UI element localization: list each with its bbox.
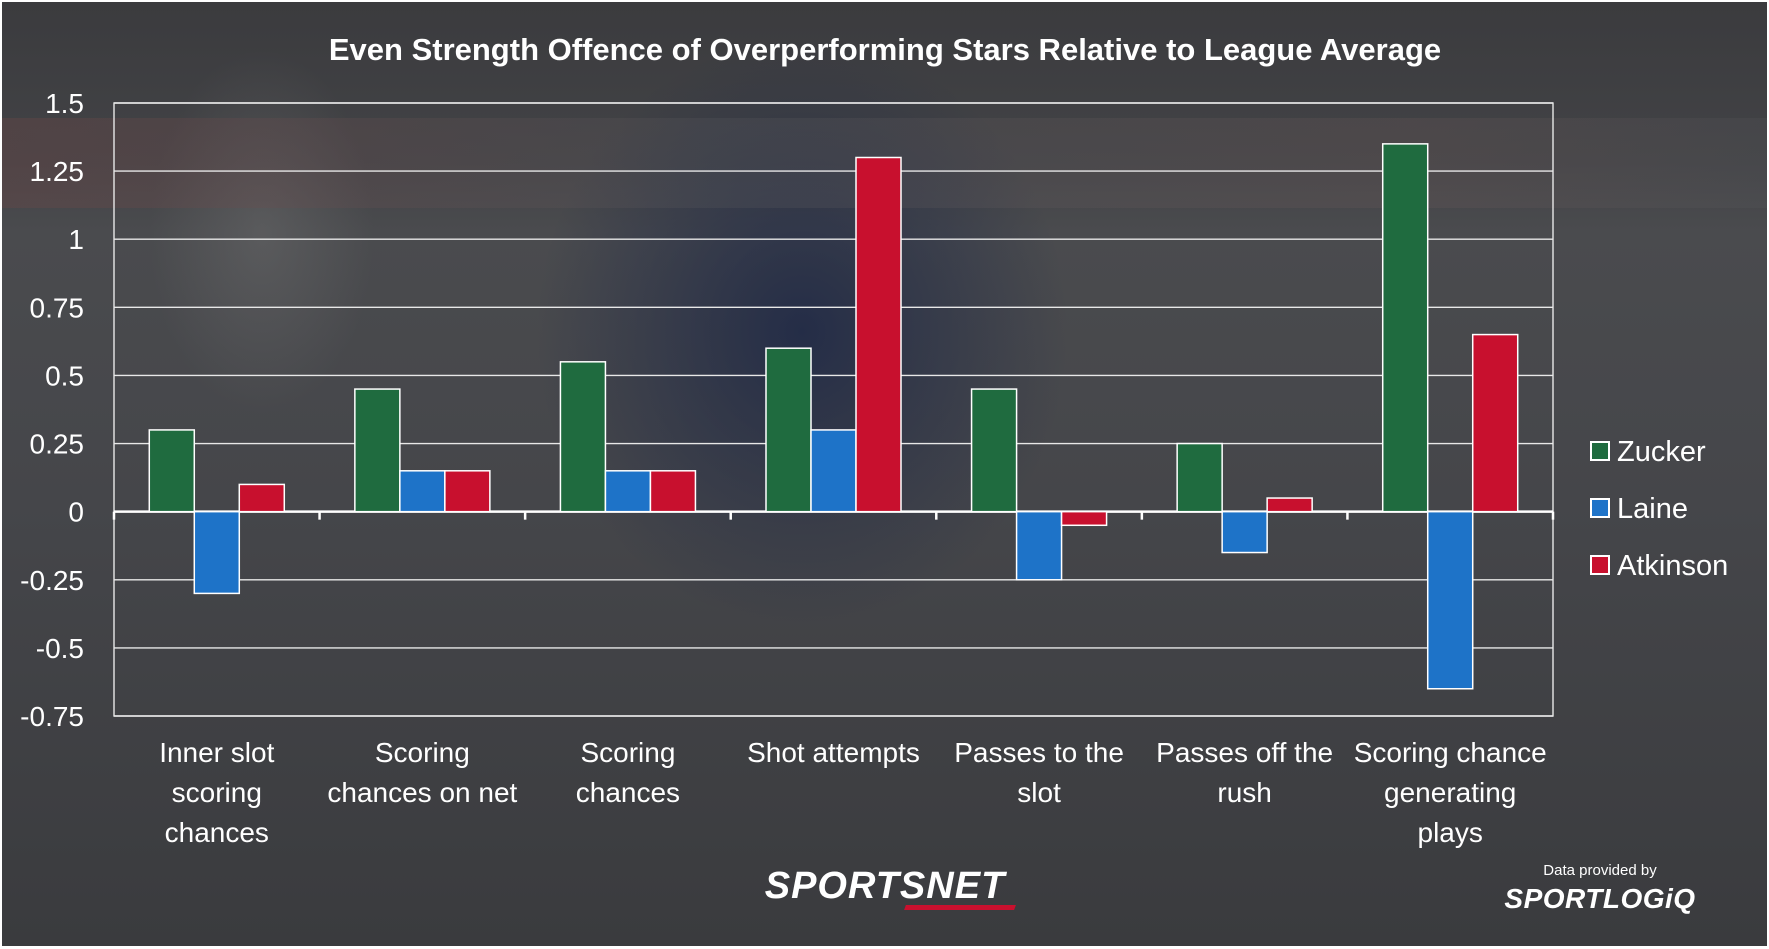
y-axis-tick-labels: -0.75 -0.5 -0.25 0 0.25 0.5 0.75 1 1.25 1.5 bbox=[20, 88, 84, 732]
bar-laine bbox=[1015, 510, 1063, 581]
gridlines bbox=[112, 102, 1555, 717]
bar-zucker bbox=[148, 429, 196, 513]
chart-title: Even Strength Offence of Overperforming … bbox=[329, 32, 1441, 67]
x-category-label: Inner slot scoring chances bbox=[159, 737, 274, 848]
plot-border bbox=[113, 102, 1554, 717]
sportsnet-logo-net: NET bbox=[926, 865, 1006, 907]
y-tick-label: 0.5 bbox=[45, 360, 84, 391]
x-category-label: Shot attempts bbox=[747, 737, 920, 768]
bar-laine bbox=[193, 510, 241, 595]
y-tick-label: 1 bbox=[68, 224, 84, 255]
x-category-label: Scoring chance generating plays bbox=[1354, 737, 1547, 848]
y-tick-label: 1.25 bbox=[30, 156, 85, 187]
x-category-label: Scoring chances bbox=[576, 737, 680, 808]
x-category-label: Scoring chances on net bbox=[327, 737, 517, 808]
bar-laine bbox=[1426, 510, 1474, 690]
bar-atkinson bbox=[1471, 333, 1519, 513]
bar-zucker bbox=[354, 388, 401, 513]
legend-label-zucker: Zucker bbox=[1617, 436, 1706, 468]
legend-label-atkinson: Atkinson bbox=[1617, 550, 1728, 582]
bar-atkinson bbox=[1060, 510, 1108, 527]
x-axis-category-labels: Inner slot scoring chances Scoring chances o… bbox=[159, 737, 1547, 848]
bar-atkinson bbox=[238, 483, 286, 513]
legend-swatch-laine bbox=[1590, 498, 1610, 518]
legend: Zucker Laine Atkinson bbox=[1590, 436, 1728, 582]
bar-zucker bbox=[1381, 143, 1429, 513]
bar-laine bbox=[399, 470, 446, 513]
y-tick-label: -0.25 bbox=[20, 565, 84, 596]
legend-swatch-zucker bbox=[1590, 441, 1610, 461]
legend-swatch-atkinson bbox=[1590, 555, 1610, 575]
bar-zucker bbox=[970, 388, 1018, 513]
sportsnet-logo-underline bbox=[904, 905, 1016, 910]
data-credit-caption: Data provided by bbox=[1543, 862, 1657, 879]
y-tick-label: 1.5 bbox=[45, 88, 84, 119]
y-tick-label: -0.5 bbox=[36, 633, 84, 664]
bar-laine bbox=[1221, 510, 1268, 554]
legend-label-laine: Laine bbox=[1617, 493, 1688, 525]
bar-atkinson bbox=[1266, 497, 1313, 513]
bar-atkinson bbox=[649, 470, 697, 513]
sportsnet-logo-sports: SPORTS bbox=[764, 865, 927, 907]
x-category-label: Passes to the slot bbox=[954, 737, 1124, 808]
x-category-label: Passes off the rush bbox=[1156, 737, 1333, 808]
bar-atkinson bbox=[855, 156, 902, 513]
bar-zucker bbox=[559, 361, 607, 513]
bar-zucker bbox=[765, 347, 812, 513]
bar-atkinson bbox=[444, 470, 491, 513]
sportlogiq-logo: SPORTLOGiQ bbox=[1504, 883, 1696, 914]
y-tick-label: 0 bbox=[68, 497, 84, 528]
sportsnet-logo: SPORTSNET bbox=[735, 865, 1035, 908]
y-tick-label: 0.25 bbox=[30, 429, 85, 460]
bar-zucker bbox=[1176, 442, 1223, 513]
y-tick-label: 0.75 bbox=[30, 292, 85, 323]
bars bbox=[148, 143, 1519, 690]
bar-laine bbox=[604, 470, 652, 513]
bar-laine bbox=[810, 429, 857, 513]
y-tick-label: -0.75 bbox=[20, 701, 84, 732]
data-credit: Data provided by SPORTLOGiQ bbox=[1470, 862, 1730, 915]
